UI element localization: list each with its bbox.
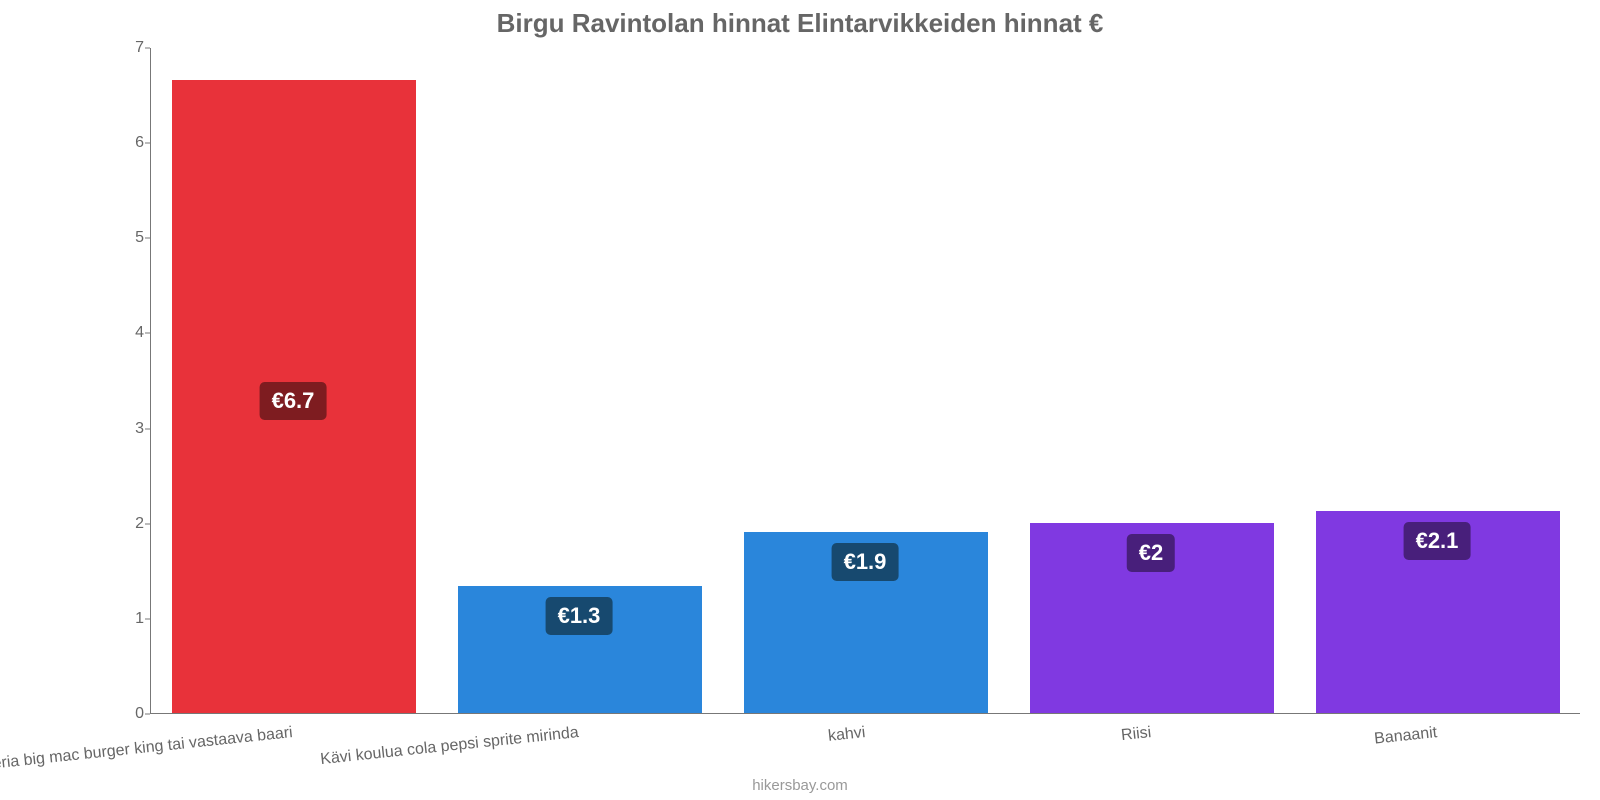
- plot-area: [150, 48, 1580, 714]
- y-tick-mark: [145, 714, 150, 715]
- x-tick-label: Ateria big mac burger king tai vastaava …: [0, 724, 294, 775]
- y-tick-label: 4: [118, 324, 144, 342]
- credit-text: hikersbay.com: [0, 777, 1600, 794]
- y-tick-mark: [145, 48, 150, 49]
- value-badge: €1.3: [546, 597, 613, 635]
- y-tick-mark: [145, 618, 150, 619]
- x-tick-label: kahvi: [827, 724, 866, 746]
- value-badge: €6.7: [260, 382, 327, 420]
- value-badge: €2.1: [1404, 522, 1471, 560]
- y-tick-mark: [145, 428, 150, 429]
- x-tick-label: Banaanit: [1373, 724, 1438, 749]
- y-tick-label: 5: [118, 229, 144, 247]
- value-badge: €2: [1127, 534, 1175, 572]
- y-tick-label: 6: [118, 134, 144, 152]
- price-bar-chart: Birgu Ravintolan hinnat Elintarvikkeiden…: [0, 0, 1600, 800]
- y-tick-mark: [145, 523, 150, 524]
- x-tick-label: Riisi: [1120, 724, 1152, 745]
- y-tick-label: 7: [118, 39, 144, 57]
- value-badge: €1.9: [832, 543, 899, 581]
- y-tick-label: 0: [118, 705, 144, 723]
- x-tick-label: Kävi koulua cola pepsi sprite mirinda: [320, 724, 580, 769]
- y-tick-mark: [145, 333, 150, 334]
- y-tick-label: 2: [118, 515, 144, 533]
- y-tick-label: 3: [118, 420, 144, 438]
- y-tick-mark: [145, 143, 150, 144]
- chart-title: Birgu Ravintolan hinnat Elintarvikkeiden…: [0, 8, 1600, 39]
- y-tick-label: 1: [118, 610, 144, 628]
- y-tick-mark: [145, 238, 150, 239]
